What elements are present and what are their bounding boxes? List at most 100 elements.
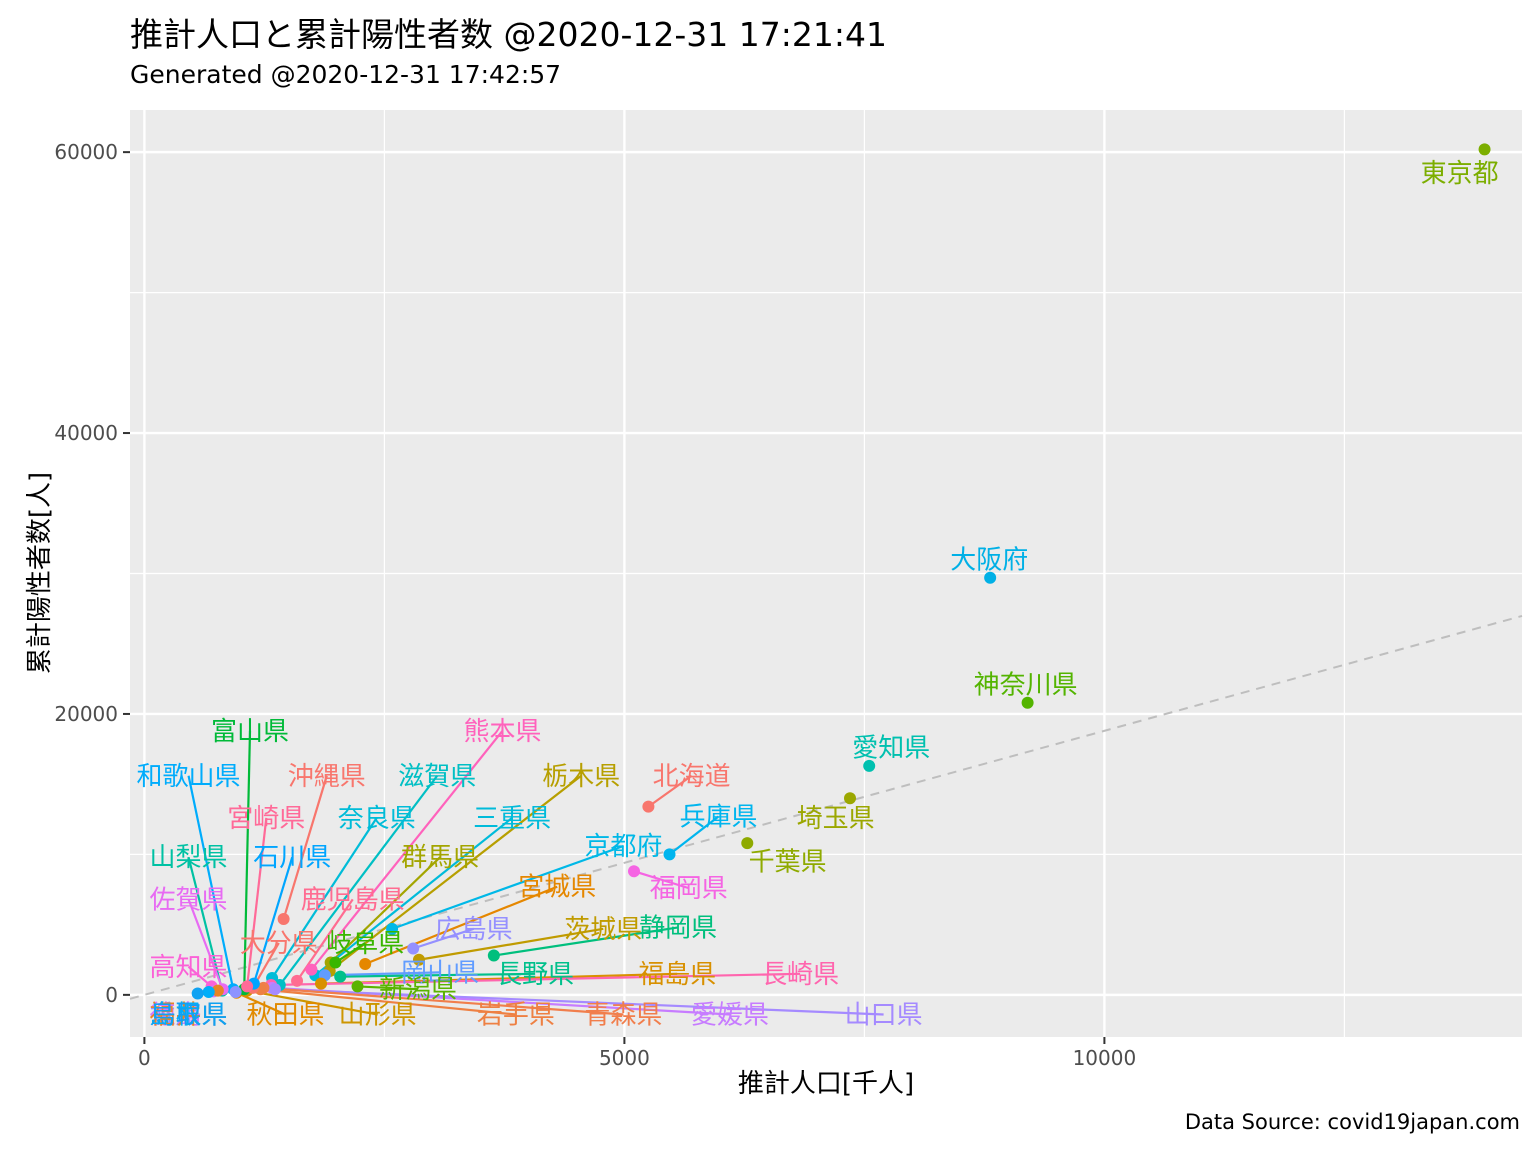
point-label: 長崎県 xyxy=(761,960,839,990)
data-point xyxy=(277,913,290,926)
y-axis-title: 累計陽性者数[人] xyxy=(25,472,55,674)
point-label: 埼玉県 xyxy=(797,804,875,834)
label-connector xyxy=(246,989,378,1016)
label-connector xyxy=(329,774,582,972)
data-point xyxy=(1478,143,1491,156)
point-label: 山形県 xyxy=(339,1001,417,1031)
data-point xyxy=(268,983,281,996)
point-label: 秋田県 xyxy=(247,1001,325,1031)
y-tick-label: 20000 xyxy=(54,702,118,726)
point-label: 愛媛県 xyxy=(691,1001,769,1031)
label-connector xyxy=(364,885,558,965)
trend-line-group xyxy=(129,614,1523,1000)
point-label: 滋賀県 xyxy=(398,762,476,792)
x-axis-title: 推計人口[千人] xyxy=(738,1069,914,1099)
point-label: 栃木県 xyxy=(542,762,620,792)
point-label: 長野県 xyxy=(496,960,574,990)
point-label: 和歌山県 xyxy=(137,762,241,792)
y-tick-label: 60000 xyxy=(54,140,118,164)
data-point xyxy=(1021,696,1034,709)
data-point xyxy=(407,942,420,955)
label-connector xyxy=(236,991,286,1016)
chart-subtitle: Generated @2020-12-31 17:42:57 xyxy=(130,60,562,89)
point-label: 宮崎県 xyxy=(227,804,305,834)
data-point xyxy=(191,987,204,1000)
data-point xyxy=(305,963,318,976)
point-label: 大分県 xyxy=(240,929,318,959)
x-tick-label: 10000 xyxy=(1073,1046,1137,1070)
point-label: 岩手県 xyxy=(477,1001,555,1031)
x-tick-label: 0 xyxy=(138,1046,151,1070)
data-point xyxy=(329,956,342,969)
point-label: 大阪府 xyxy=(950,545,1028,575)
point-label: 北海道 xyxy=(653,762,731,792)
label-connector xyxy=(391,844,624,930)
label-connector xyxy=(271,817,378,979)
point-label: 神奈川県 xyxy=(974,670,1078,700)
data-point xyxy=(202,986,215,999)
data-point xyxy=(211,984,224,997)
point-label: 宮城県 xyxy=(518,873,596,903)
point-label: 山梨県 xyxy=(150,843,228,873)
point-label: 新潟県 xyxy=(379,975,457,1005)
label-connector xyxy=(252,856,294,984)
data-point xyxy=(741,837,754,850)
data-source-caption: Data Source: covid19japan.com xyxy=(1184,1110,1520,1134)
data-point xyxy=(386,922,399,935)
label-connector xyxy=(263,986,624,1016)
point-label: 沖縄県 xyxy=(288,762,366,792)
data-point xyxy=(241,980,254,993)
point-label: 岡山県 xyxy=(401,958,479,988)
point-label: 茨城県 xyxy=(564,915,642,945)
point-label: 富山県 xyxy=(211,717,289,747)
point-label: 群馬県 xyxy=(401,843,479,873)
point-label: 千葉県 xyxy=(749,847,827,877)
data-point xyxy=(359,957,372,970)
data-point xyxy=(412,953,425,966)
label-connector xyxy=(274,988,884,1016)
chart-title: 推計人口と累計陽性者数 @2020-12-31 17:21:41 xyxy=(130,15,887,54)
label-connector xyxy=(310,730,504,971)
point-label: 静岡県 xyxy=(639,913,717,943)
point-label: 青森県 xyxy=(584,1001,662,1031)
label-connector xyxy=(246,817,268,987)
point-label: 京都府 xyxy=(584,832,662,862)
trend-line xyxy=(129,614,1523,1000)
label-connector xyxy=(418,927,604,961)
data-point xyxy=(628,865,640,878)
point-label: 福岡県 xyxy=(650,874,728,904)
point-label: 岐阜県 xyxy=(326,929,404,959)
label-connector xyxy=(260,988,517,1016)
label-connector xyxy=(187,775,235,990)
data-point xyxy=(315,977,328,990)
point-label: 福島県 xyxy=(638,960,716,990)
point-label: 奈良県 xyxy=(338,804,416,834)
y-axis-ticks: 0 20000 40000 60000 xyxy=(54,140,130,1007)
data-point xyxy=(642,800,655,813)
label-connector xyxy=(412,927,475,950)
label-connector xyxy=(633,870,690,890)
data-point xyxy=(487,949,500,962)
point-label: 石川県 xyxy=(253,843,331,873)
x-tick-label: 5000 xyxy=(599,1046,650,1070)
data-point xyxy=(229,986,242,999)
x-axis-ticks: 0 5000 10000 xyxy=(138,1037,1136,1070)
data-point xyxy=(844,792,856,805)
point-label: 東京都 xyxy=(1421,159,1499,189)
label-connector xyxy=(187,898,224,990)
point-label: 鹿児島県 xyxy=(301,885,405,915)
point-label: 高知県 xyxy=(150,953,228,983)
y-tick-label: 40000 xyxy=(54,421,118,445)
point-label: 三重県 xyxy=(473,804,551,834)
label-connector xyxy=(243,730,252,990)
label-connector xyxy=(357,985,419,991)
point-label: 徳島県 xyxy=(150,1001,228,1031)
label-connector xyxy=(647,774,693,808)
label-connectors xyxy=(187,730,884,1016)
label-connector xyxy=(668,815,720,856)
point-label: 佐賀県 xyxy=(150,885,228,915)
point-label: 熊本県 xyxy=(463,717,541,747)
data-point xyxy=(984,571,997,584)
